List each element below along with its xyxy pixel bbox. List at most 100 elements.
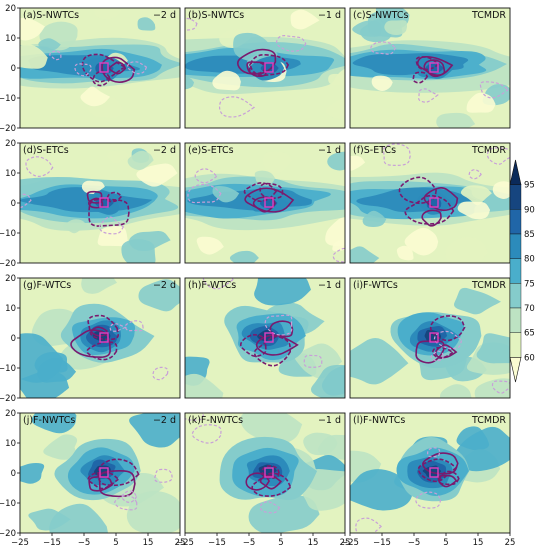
- shading-patch: [350, 469, 415, 511]
- contour-line: [88, 198, 130, 227]
- shading-patch: [129, 413, 180, 448]
- shading-patch: [396, 245, 414, 261]
- y-tick-label: 10: [5, 439, 16, 449]
- x-tick-label: −5: [243, 538, 256, 548]
- panel-a: (a)S-NWTCs −2 d 20 10 0 −10 −20: [0, 4, 181, 134]
- colorbar: 95 90 85 80 75 70 65 60: [509, 159, 535, 383]
- shading-field: [185, 413, 345, 533]
- panel-title: (j)F-NWTCs: [23, 415, 75, 426]
- x-tick-label: −25: [341, 538, 359, 548]
- panel-time-label: −2 d: [153, 280, 176, 291]
- contour-line-light: [276, 35, 307, 52]
- contour-line-light: [49, 50, 62, 61]
- shading-patch: [440, 384, 472, 398]
- panel-frame: [184, 277, 346, 399]
- shading-band: [20, 187, 153, 213]
- shading-patch: [362, 210, 387, 227]
- panel-time-label: TCMDR: [471, 415, 506, 426]
- contour-line: [251, 472, 292, 497]
- shading-patch: [107, 150, 129, 164]
- x-tick-label: −15: [373, 538, 391, 548]
- shading-patch: [492, 181, 510, 200]
- colorbar-tick-label: 70: [524, 304, 535, 314]
- y-tick-label: 20: [5, 4, 16, 14]
- contour-line: [239, 334, 267, 357]
- y-tick-label: 20: [5, 139, 16, 149]
- center-marker: [99, 332, 109, 343]
- colorbar-tick-label: 60: [524, 353, 535, 363]
- center-marker: [264, 467, 274, 478]
- x-tick-label: −25: [176, 538, 194, 548]
- contour-line-light: [185, 17, 198, 31]
- contour-line: [106, 191, 123, 203]
- panel-h: (h)F-WTCs −1 d: [184, 277, 346, 399]
- contour-line-light: [264, 314, 293, 336]
- shading-patch: [310, 364, 345, 398]
- colorbar-segment: [509, 332, 522, 358]
- shading-patch: [248, 495, 320, 533]
- colorbar-segment: [509, 159, 522, 185]
- colorbar-tick-label: 75: [524, 279, 535, 289]
- panel-time-label: −1 d: [318, 280, 341, 291]
- contour-line: [97, 458, 140, 487]
- contour-line: [249, 53, 290, 77]
- shading-patch: [81, 278, 117, 294]
- x-tick-label: −5: [408, 538, 421, 548]
- colorbar-segment: [509, 307, 522, 333]
- shading-patch: [229, 250, 259, 263]
- contour-line: [417, 458, 458, 483]
- panel-title: (i)F-WTCs: [353, 280, 398, 291]
- contour-line-light: [187, 183, 222, 204]
- shading-patch: [62, 219, 88, 234]
- colorbar-tick-label: 80: [524, 255, 535, 265]
- contour-line: [415, 56, 440, 71]
- y-tick-label: −10: [0, 364, 16, 374]
- panel-title: (l)F-NWTCs: [353, 415, 405, 426]
- x-tick-label: 5: [278, 538, 283, 548]
- center-marker: [264, 197, 274, 208]
- contour-line: [259, 182, 284, 199]
- shading-patch: [80, 86, 111, 107]
- contour-line-light: [218, 96, 256, 118]
- panel-frame: [349, 412, 511, 534]
- shading-patch: [254, 278, 311, 306]
- panel-e: (e)S-ETCs −1 d: [184, 142, 346, 264]
- contours: [415, 315, 510, 394]
- panel-frame: [184, 7, 346, 129]
- contour-line-light: [430, 350, 444, 362]
- panel-j: (j)F-NWTCs −2 d 20 10 0 −10 −20−25 −15 −5 5 15 25: [0, 409, 185, 548]
- panel-title: (a)S-NWTCs: [23, 10, 79, 21]
- y-tick-label: −20: [0, 394, 16, 404]
- contour-line: [70, 329, 111, 359]
- x-tick-label: 15: [143, 538, 154, 548]
- panel-title: (d)S-ETCs: [23, 145, 69, 156]
- shading-patch: [327, 151, 345, 171]
- shading-patch: [38, 38, 61, 51]
- x-tick-label: 5: [113, 538, 118, 548]
- shading-patch: [129, 230, 171, 252]
- center-marker: [429, 62, 439, 73]
- shading-patch: [262, 151, 292, 174]
- shading-field: [185, 143, 345, 263]
- colorbar-segment: [509, 209, 522, 235]
- x-tick-label: −25: [11, 538, 29, 548]
- shading-patch: [126, 491, 180, 533]
- contour-line: [253, 335, 292, 367]
- panel-time-label: −1 d: [318, 415, 341, 426]
- contour-line-light: [109, 323, 127, 332]
- contour-line-light: [126, 61, 148, 75]
- colorbar-segment: [509, 184, 522, 210]
- shading-field: [185, 278, 345, 398]
- y-tick-label: 10: [5, 304, 16, 314]
- shading-field: [350, 8, 510, 128]
- shading-field: [20, 413, 180, 533]
- x-tick-label: −5: [78, 538, 91, 548]
- shading-patch: [212, 70, 241, 91]
- y-tick-label: 10: [5, 34, 16, 44]
- contour-line-light: [382, 143, 411, 166]
- x-tick-label: −15: [208, 538, 226, 548]
- shading-patch: [457, 201, 491, 220]
- shading-patch: [350, 155, 366, 171]
- contour-line-light: [486, 147, 510, 165]
- panel-time-label: TCMDR: [471, 145, 506, 156]
